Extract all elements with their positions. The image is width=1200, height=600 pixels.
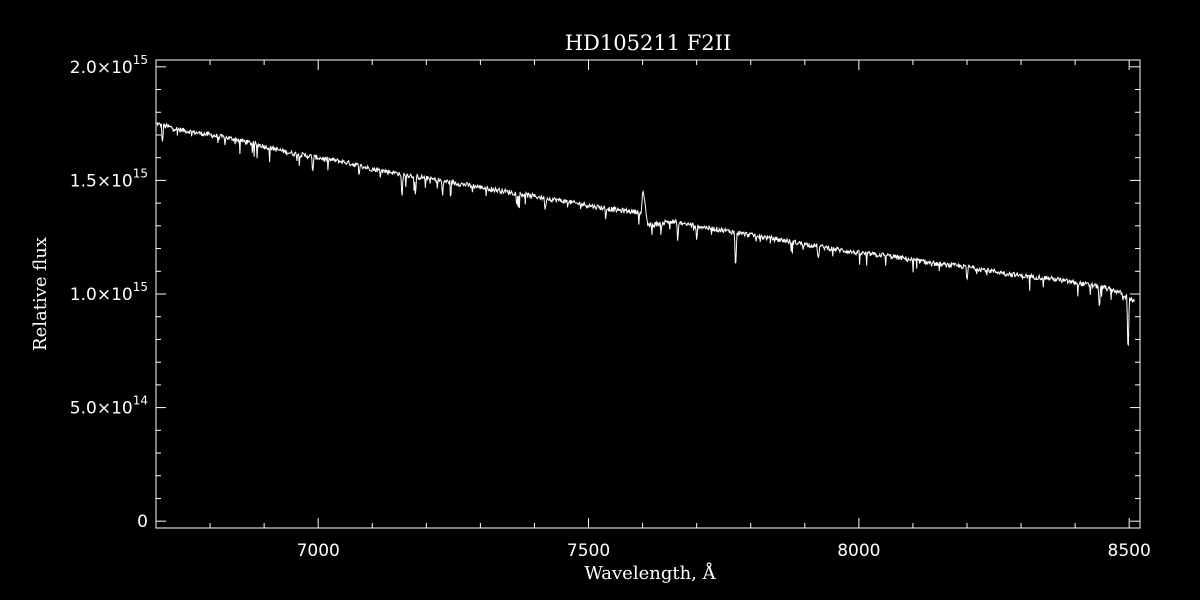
y-tick-label: 2.0×1015 [70, 53, 148, 78]
y-tick-exponent: 15 [133, 166, 148, 180]
x-axis-label: Wavelength, Å [584, 562, 716, 584]
x-tick-label: 7500 [567, 541, 610, 561]
x-tick-label: 7000 [297, 541, 340, 561]
spectrum-line [155, 122, 1135, 347]
y-tick-exponent: 15 [133, 53, 148, 67]
y-tick-label: 0 [137, 512, 148, 532]
chart-title: HD105211 F2II [565, 31, 732, 55]
y-tick-mantissa: 1.0×10 [70, 285, 133, 305]
y-tick-label: 5.0×1014 [70, 394, 148, 419]
y-tick-label: 1.5×1015 [70, 166, 148, 191]
y-tick-label: 1.0×1015 [70, 280, 148, 305]
spectrum-series [155, 122, 1135, 347]
y-tick-exponent: 14 [133, 394, 148, 408]
y-tick-mantissa: 2.0×10 [70, 58, 133, 78]
y-tick-mantissa: 5.0×10 [70, 399, 133, 419]
x-tick-label: 8500 [1108, 541, 1151, 561]
y-tick-mantissa: 1.5×10 [70, 171, 133, 191]
y-tick-exponent: 15 [133, 280, 148, 294]
axis-ticks: 7000 7500 8000 850005.0×10141.0×10151.5×101… [70, 53, 1151, 561]
x-tick-label: 8000 [837, 541, 880, 561]
y-axis-label: Relative flux [30, 237, 51, 351]
